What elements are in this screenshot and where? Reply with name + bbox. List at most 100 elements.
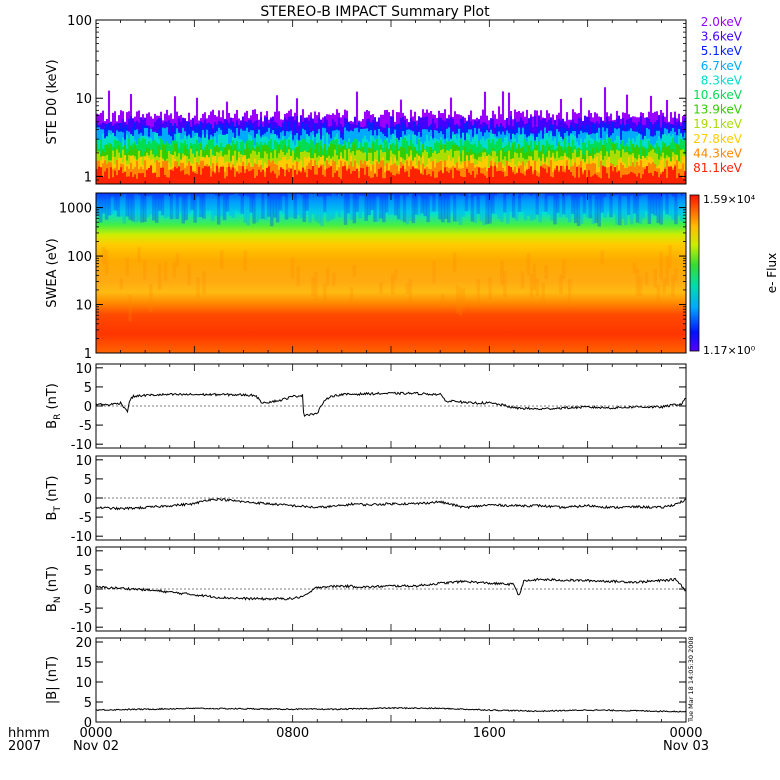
swea-column bbox=[576, 196, 581, 227]
swea-column bbox=[216, 195, 221, 225]
swea-column bbox=[308, 193, 312, 223]
swea-patch bbox=[408, 278, 413, 303]
swea-column bbox=[621, 195, 625, 219]
swea-column bbox=[399, 195, 404, 221]
swea-column bbox=[674, 195, 678, 225]
swea-patch bbox=[187, 263, 191, 286]
swea-column bbox=[417, 195, 421, 216]
colorbar-gradient bbox=[689, 194, 700, 352]
swea-column bbox=[562, 196, 566, 215]
swea-column bbox=[119, 196, 124, 217]
swea-column bbox=[275, 196, 280, 223]
swea-patch bbox=[520, 271, 525, 289]
swea-column bbox=[340, 193, 345, 211]
swea-column bbox=[293, 195, 298, 219]
swea-column bbox=[414, 193, 419, 215]
swea-column bbox=[290, 196, 295, 218]
swea-column bbox=[606, 193, 610, 213]
swea-column bbox=[349, 193, 354, 220]
y-tick-label: 10 bbox=[75, 454, 92, 469]
swea-column bbox=[647, 195, 652, 225]
swea-column bbox=[388, 194, 392, 215]
swea-patch bbox=[559, 274, 563, 295]
y-tick-label: 100 bbox=[67, 14, 92, 29]
swea-column bbox=[570, 195, 575, 214]
y-tick-label: -5 bbox=[79, 602, 92, 617]
swea-column bbox=[364, 194, 368, 221]
swea-column bbox=[214, 195, 218, 216]
swea-column bbox=[656, 193, 660, 224]
swea-column bbox=[426, 196, 430, 223]
swea-column bbox=[219, 195, 224, 217]
bmag-series-line bbox=[95, 706, 687, 713]
swea-patch bbox=[668, 245, 672, 269]
swea-column bbox=[166, 195, 171, 217]
swea-column bbox=[299, 195, 303, 219]
swea-column bbox=[281, 196, 286, 214]
x-tick-label: 0000 bbox=[79, 726, 112, 741]
swea-patch bbox=[405, 283, 410, 295]
swea-patch bbox=[243, 250, 247, 271]
swea-column bbox=[532, 194, 537, 220]
swea-column bbox=[320, 196, 324, 227]
swea-column bbox=[96, 196, 100, 216]
swea-column bbox=[494, 195, 498, 214]
swea-patch bbox=[143, 260, 147, 280]
swea-patch bbox=[137, 247, 141, 263]
swea-column bbox=[181, 195, 185, 224]
swea-column bbox=[334, 195, 339, 212]
bmag-panel: 20 15 10 5 0 |B| (nT) Tue Mar 18 14:05:30 200… bbox=[45, 636, 695, 731]
br-panel: 10 5 0 -5 -10 BR (nT) bbox=[45, 362, 687, 453]
swea-column bbox=[455, 194, 460, 222]
swea-column bbox=[435, 193, 439, 212]
swea-column bbox=[370, 193, 374, 210]
swea-column bbox=[355, 195, 360, 212]
swea-column bbox=[627, 194, 631, 215]
ste-legend-item: 10.6keV bbox=[693, 88, 743, 102]
swea-column bbox=[488, 194, 492, 224]
swea-patch bbox=[314, 272, 318, 301]
colorbar-max-label: 1.59×10⁴ bbox=[703, 193, 756, 206]
swea-column bbox=[317, 196, 321, 224]
swea-column bbox=[243, 195, 247, 224]
swea-patch bbox=[128, 294, 132, 322]
swea-patch bbox=[544, 265, 548, 280]
swea-column bbox=[101, 194, 106, 214]
swea-column bbox=[582, 194, 587, 214]
x-axis-row2-label: 2007 bbox=[8, 739, 41, 754]
swea-column bbox=[311, 194, 315, 214]
swea-column bbox=[172, 194, 177, 219]
y-tick-label: 15 bbox=[75, 656, 92, 671]
swea-column bbox=[568, 195, 572, 223]
swea-column bbox=[110, 196, 115, 214]
swea-column bbox=[668, 194, 672, 216]
swea-patch bbox=[665, 255, 669, 286]
swea-column bbox=[553, 195, 557, 225]
swea-column bbox=[358, 195, 362, 219]
swea-column bbox=[482, 195, 486, 226]
swea-column bbox=[255, 193, 259, 223]
swea-column bbox=[497, 193, 501, 220]
swea-column bbox=[287, 193, 292, 218]
swea-column bbox=[420, 194, 424, 214]
swea-column bbox=[205, 193, 209, 211]
swea-patch bbox=[196, 277, 200, 298]
ste-legend-item: 13.9keV bbox=[693, 103, 743, 117]
swea-column bbox=[104, 196, 109, 220]
swea-panel: 1 10 100 1000 SWEA (eV) bbox=[45, 192, 687, 362]
swea-column bbox=[131, 196, 135, 222]
y-axis-label: |B| (nT) bbox=[45, 656, 60, 704]
y-tick-label: 0 bbox=[84, 583, 92, 598]
swea-column bbox=[450, 195, 454, 213]
swea-column bbox=[128, 194, 132, 220]
swea-patch bbox=[352, 265, 357, 278]
swea-patch bbox=[455, 285, 460, 314]
swea-column bbox=[479, 195, 483, 222]
swea-column bbox=[612, 195, 616, 214]
swea-column bbox=[175, 193, 180, 220]
swea-patch bbox=[119, 277, 124, 290]
swea-column bbox=[193, 196, 197, 223]
swea-column bbox=[273, 196, 277, 218]
swea-column bbox=[641, 194, 646, 219]
